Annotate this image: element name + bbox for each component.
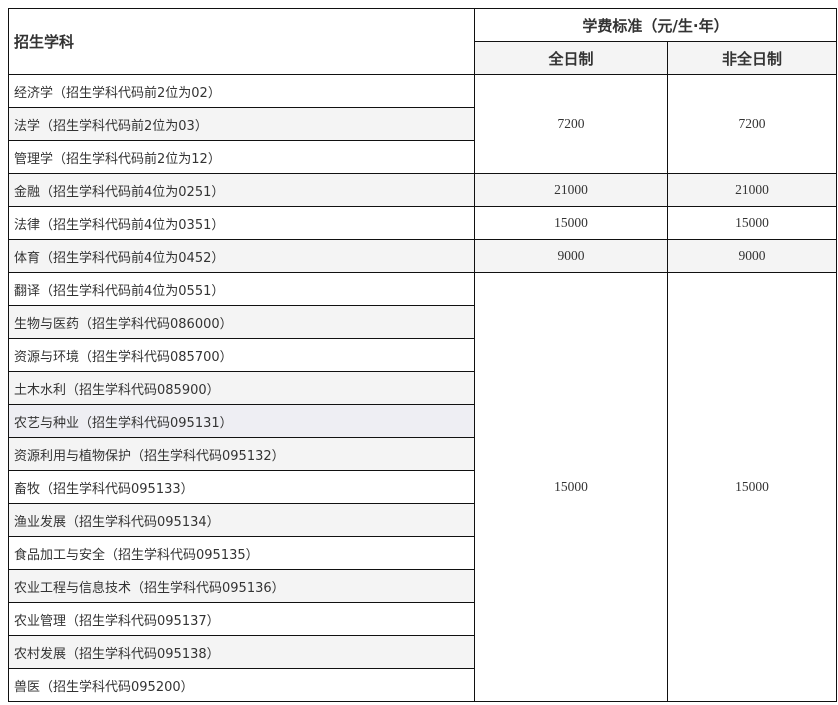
subject-cell: 渔业发展（招生学科代码095134） xyxy=(8,503,475,537)
subject-cell: 农业工程与信息技术（招生学科代码095136） xyxy=(8,569,475,603)
table-row: 法学（招生学科代码前2位为03） xyxy=(8,107,837,141)
table-row: 体育（招生学科代码前4位为0452） 9000 9000 xyxy=(8,239,837,273)
subject-cell: 食品加工与安全（招生学科代码095135） xyxy=(8,536,475,570)
subject-cell: 翻译（招生学科代码前4位为0551） xyxy=(8,272,475,306)
table-row: 土木水利（招生学科代码085900） xyxy=(8,371,837,405)
table-row: 农艺与种业（招生学科代码095131） xyxy=(8,404,837,438)
subject-cell: 资源利用与植物保护（招生学科代码095132） xyxy=(8,437,475,471)
part-time-header: 非全日制 xyxy=(667,41,837,75)
table-row: 畜牧（招生学科代码095133） xyxy=(8,470,837,504)
table-row: 金融（招生学科代码前4位为0251） 21000 21000 xyxy=(8,173,837,207)
fee-standard-header: 学费标准（元/生·年） xyxy=(474,8,837,42)
subject-header: 招生学科 xyxy=(8,8,475,75)
full-time-fee: 21000 xyxy=(474,173,668,207)
subject-cell: 农业管理（招生学科代码095137） xyxy=(8,602,475,636)
part-time-fee: 15000 xyxy=(667,272,837,702)
subject-cell: 土木水利（招生学科代码085900） xyxy=(8,371,475,405)
table-row: 兽医（招生学科代码095200） xyxy=(8,668,837,702)
table-row: 生物与医药（招生学科代码086000） xyxy=(8,305,837,339)
full-time-fee: 7200 xyxy=(474,74,668,174)
table-row: 农村发展（招生学科代码095138） xyxy=(8,635,837,669)
table-row: 渔业发展（招生学科代码095134） xyxy=(8,503,837,537)
subject-cell: 畜牧（招生学科代码095133） xyxy=(8,470,475,504)
table-row: 管理学（招生学科代码前2位为12） xyxy=(8,140,837,174)
part-time-fee: 15000 xyxy=(667,206,837,240)
part-time-fee: 21000 xyxy=(667,173,837,207)
tuition-table: 招生学科 学费标准（元/生·年） 全日制 非全日制 经济学（招生学科代码前2位为… xyxy=(8,8,837,702)
full-time-fee: 15000 xyxy=(474,206,668,240)
table-row: 食品加工与安全（招生学科代码095135） xyxy=(8,536,837,570)
full-time-header: 全日制 xyxy=(474,41,668,75)
table-row: 农业管理（招生学科代码095137） xyxy=(8,602,837,636)
subject-cell: 经济学（招生学科代码前2位为02） xyxy=(8,74,475,108)
full-time-fee: 9000 xyxy=(474,239,668,273)
subject-cell: 生物与医药（招生学科代码086000） xyxy=(8,305,475,339)
table-row: 资源利用与植物保护（招生学科代码095132） xyxy=(8,437,837,471)
table-row: 资源与环境（招生学科代码085700） xyxy=(8,338,837,372)
subject-cell: 农村发展（招生学科代码095138） xyxy=(8,635,475,669)
table-row: 农业工程与信息技术（招生学科代码095136） xyxy=(8,569,837,603)
table-row: 翻译（招生学科代码前4位为0551） 15000 15000 xyxy=(8,272,837,702)
subject-cell: 资源与环境（招生学科代码085700） xyxy=(8,338,475,372)
subject-cell: 金融（招生学科代码前4位为0251） xyxy=(8,173,475,207)
part-time-fee: 7200 xyxy=(667,74,837,174)
subject-cell: 兽医（招生学科代码095200） xyxy=(8,668,475,702)
part-time-fee: 9000 xyxy=(667,239,837,273)
subject-cell: 农艺与种业（招生学科代码095131） xyxy=(8,404,475,438)
subject-cell: 管理学（招生学科代码前2位为12） xyxy=(8,140,475,174)
subject-cell: 法学（招生学科代码前2位为03） xyxy=(8,107,475,141)
subject-cell: 体育（招生学科代码前4位为0452） xyxy=(8,239,475,273)
table-row: 经济学（招生学科代码前2位为02） 7200 7200 xyxy=(8,74,837,174)
subject-cell: 法律（招生学科代码前4位为0351） xyxy=(8,206,475,240)
table-row: 法律（招生学科代码前4位为0351） 15000 15000 xyxy=(8,206,837,240)
full-time-fee: 15000 xyxy=(474,272,668,702)
